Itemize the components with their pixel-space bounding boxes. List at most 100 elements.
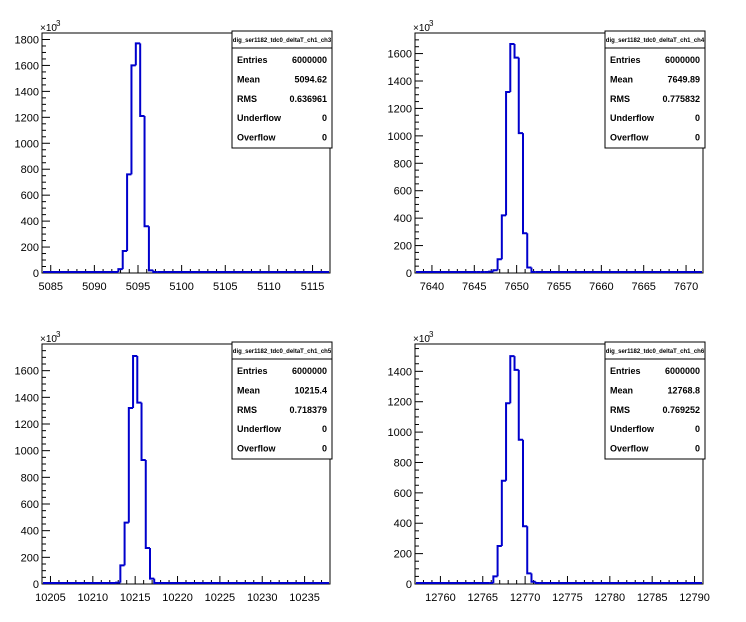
histogram-bin	[130, 64, 136, 175]
stats-label: RMS	[237, 94, 257, 104]
histogram-bin	[140, 402, 146, 461]
histogram-bin	[534, 581, 540, 584]
y-tick-label: 0	[33, 268, 39, 280]
stats-label: Underflow	[610, 113, 655, 123]
x-tick-label: 12780	[595, 592, 626, 604]
histogram-bin	[117, 268, 123, 272]
histogram-bin	[119, 564, 125, 583]
y-tick-label: 400	[21, 216, 39, 228]
x-tick-label: 5090	[82, 281, 106, 293]
y-tick-label: 1400	[388, 76, 412, 88]
stats-label: Entries	[610, 366, 641, 376]
x-tick-label: 12785	[637, 592, 668, 604]
stats-label: Overflow	[610, 444, 650, 454]
histogram-bin	[144, 460, 150, 549]
x-tick-label: 12760	[425, 592, 456, 604]
stats-value: 0	[695, 424, 700, 434]
x-tick-label: 7665	[631, 281, 655, 293]
stats-label: Entries	[610, 55, 641, 65]
y-tick-label: 600	[394, 186, 412, 198]
y-tick-label: 1200	[388, 103, 412, 115]
stats-value: 6000000	[292, 55, 327, 65]
stats-value: 12768.8	[667, 385, 700, 395]
stats-label: Underflow	[610, 424, 655, 434]
stats-label: Overflow	[610, 133, 650, 143]
histogram-bin	[149, 548, 155, 580]
stats-box-frame	[604, 30, 706, 149]
y-tick-label: 200	[394, 241, 412, 253]
histogram-bin	[134, 42, 141, 66]
y-tick-label: 800	[21, 164, 39, 176]
histogram-pad-2: 0 200 400 600 800 1000 1200 1400 1600 7640 7645 765…	[388, 19, 706, 293]
x-tick-label: 7660	[589, 281, 613, 293]
x-tick-label: 5110	[257, 281, 281, 293]
stats-label: Mean	[237, 385, 260, 395]
stats-value: 0.718379	[289, 405, 327, 415]
y-exponent-label: ×10	[413, 334, 430, 345]
y-tick-label: 600	[21, 499, 39, 511]
y-tick-label: 400	[394, 518, 412, 530]
x-tick-label: 7640	[420, 281, 444, 293]
histogram-title: dig_ser1182_tdc0_deltaT_ch1_ch6	[606, 349, 705, 355]
histogram-bin	[496, 258, 502, 271]
histogram-pad-4: 0 200 400 600 800 1000 1200 1400 12760 12765 12770…	[388, 330, 710, 604]
histogram-bin	[153, 578, 159, 584]
histogram-title: dig_ser1182_tdc0_deltaT_ch1_ch3	[233, 38, 332, 44]
y-tick-label: 600	[21, 190, 39, 202]
histogram-bin	[152, 270, 158, 273]
y-tick-label: 800	[394, 457, 412, 469]
y-exponent-power: 3	[429, 330, 434, 339]
stats-label: RMS	[237, 405, 257, 415]
histogram-bin	[126, 173, 132, 251]
x-tick-label: 7655	[547, 281, 571, 293]
histogram-bin	[496, 545, 502, 577]
stats-value: 6000000	[665, 55, 700, 65]
stats-label: Underflow	[237, 424, 282, 434]
y-tick-label: 1000	[388, 427, 412, 439]
stats-box-frame	[604, 341, 706, 460]
stats-value: 0	[322, 444, 327, 454]
stats-label: Mean	[237, 74, 260, 84]
histogram-bin	[526, 526, 532, 575]
y-exponent-label: ×10	[413, 23, 430, 34]
histogram-bin	[513, 356, 519, 371]
y-tick-label: 600	[394, 488, 412, 500]
histogram-bin	[505, 402, 511, 481]
y-tick-label: 1400	[15, 86, 39, 98]
histogram-bin	[530, 267, 536, 273]
y-exponent-label: ×10	[40, 23, 57, 34]
x-tick-label: 12790	[679, 592, 710, 604]
stats-label: Mean	[610, 74, 633, 84]
stats-box-frame	[231, 341, 333, 460]
y-tick-label: 0	[406, 268, 412, 280]
histogram-bin	[143, 116, 149, 228]
histogram-bin	[517, 369, 523, 441]
histogram-bin	[500, 479, 507, 547]
histogram-bin	[526, 233, 532, 269]
x-tick-label: 10225	[205, 592, 236, 604]
y-tick-label: 1400	[388, 366, 412, 378]
y-tick-label: 1600	[388, 49, 412, 61]
x-tick-label: 5100	[169, 281, 193, 293]
stats-value: 0	[695, 133, 700, 143]
y-tick-label: 0	[406, 579, 412, 591]
stats-value: 0	[322, 133, 327, 143]
histogram-title: dig_ser1182_tdc0_deltaT_ch1_ch5	[233, 349, 332, 355]
y-exponent-power: 3	[56, 330, 61, 339]
stats-label: Entries	[237, 366, 268, 376]
x-tick-label: 12775	[552, 592, 583, 604]
histogram-bin	[139, 43, 145, 118]
histogram-bin	[530, 573, 536, 583]
y-tick-label: 1200	[388, 397, 412, 409]
histogram-pad-3: 0 200 400 600 800 1000 1200 1400 1600 10205 10210 1…	[15, 330, 333, 604]
y-exponent-label: ×10	[40, 334, 57, 345]
stats-label: RMS	[610, 94, 630, 104]
y-tick-label: 1000	[15, 138, 39, 150]
stats-label: Entries	[237, 55, 268, 65]
stats-value: 5094.62	[294, 74, 327, 84]
x-tick-label: 7645	[462, 281, 486, 293]
x-tick-label: 10205	[35, 592, 66, 604]
x-tick-label: 7650	[504, 281, 528, 293]
stats-label: RMS	[610, 405, 630, 415]
